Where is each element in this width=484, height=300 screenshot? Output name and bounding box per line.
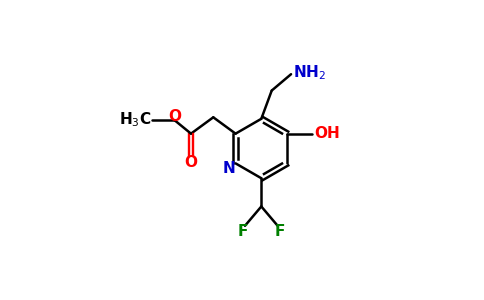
Text: H$_3$C: H$_3$C <box>119 110 151 129</box>
Text: N: N <box>223 161 235 176</box>
Text: O: O <box>168 109 182 124</box>
Text: F: F <box>238 224 248 238</box>
Text: O: O <box>184 155 197 170</box>
Text: OH: OH <box>314 126 340 141</box>
Text: F: F <box>275 224 285 238</box>
Text: NH$_2$: NH$_2$ <box>292 63 326 82</box>
